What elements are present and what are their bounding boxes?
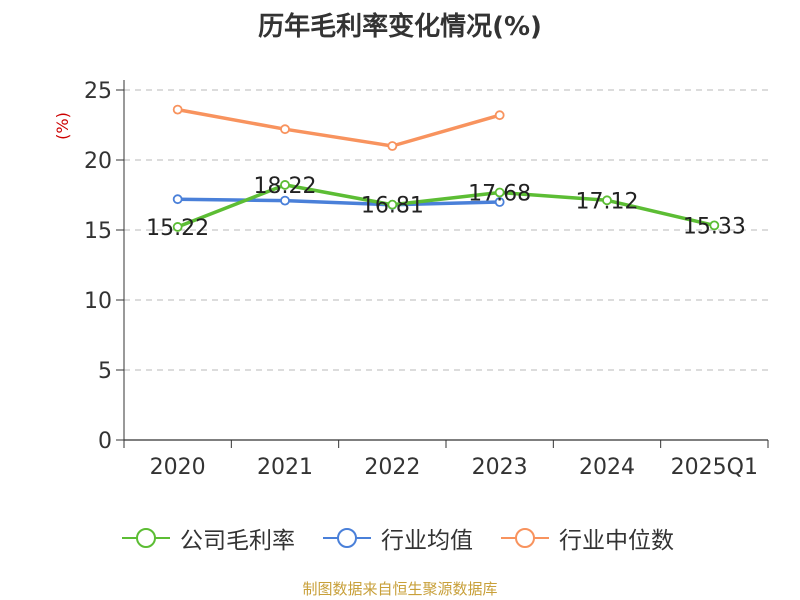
series-line-1 [177, 197, 500, 207]
legend-label: 公司毛利率 [180, 528, 295, 554]
data-points [172, 104, 720, 232]
legend-item-company-margin[interactable]: 公司毛利率 [122, 520, 295, 556]
data-label: 18.22 [254, 174, 317, 199]
data-point-1[interactable] [494, 197, 505, 207]
legend-item-industry-mean[interactable]: 行业均值 [323, 520, 473, 556]
legend-label: 行业中位数 [559, 528, 674, 554]
y-tick-label: 5 [98, 359, 112, 384]
data-point-2[interactable] [387, 141, 398, 151]
data-label: 17.12 [576, 189, 639, 214]
data-label: 17.68 [468, 181, 531, 206]
data-point-0[interactable] [494, 187, 505, 198]
axes: 0 5 10 15 20 25 2020 2021 2022 2023 2024 2025Q1 (%) [53, 79, 769, 480]
data-point-1[interactable] [172, 194, 183, 205]
data-point-0[interactable] [172, 222, 183, 232]
data-point-2[interactable] [280, 124, 290, 135]
series-lines [177, 107, 715, 229]
x-tick-label: 2025Q1 [671, 455, 758, 480]
grid-lines [124, 89, 768, 371]
chart-title: 历年毛利率变化情况(%) [258, 12, 542, 42]
data-label: 15.33 [683, 214, 746, 239]
data-point-2[interactable] [172, 104, 183, 115]
data-point-0[interactable] [709, 220, 720, 231]
legend-label: 行业均值 [381, 528, 473, 554]
data-point-0[interactable] [280, 180, 290, 190]
y-tick-label: 25 [84, 79, 112, 104]
y-tick-label: 10 [84, 289, 112, 314]
y-tick-label: 20 [84, 149, 112, 174]
legend-marker-icon [501, 528, 549, 548]
data-source-note: 制图数据来自恒生聚源数据库 [302, 580, 498, 598]
x-tick-label: 2024 [579, 455, 635, 480]
x-tick-label: 2020 [150, 455, 206, 480]
data-labels: 15.22 18.22 16.81 17.68 17.12 15.33 [146, 174, 746, 241]
data-point-1[interactable] [280, 195, 290, 206]
series-line-0 [177, 183, 715, 229]
legend-item-industry-median[interactable]: 行业中位数 [501, 520, 674, 556]
x-tick-label: 2021 [257, 455, 313, 480]
legend-marker-icon [122, 528, 170, 548]
x-tick-label: 2023 [472, 455, 528, 480]
data-label: 16.81 [361, 194, 424, 219]
series-line-2 [177, 107, 501, 148]
y-tick-label: 15 [84, 219, 112, 244]
y-axis-label: (%) [53, 112, 72, 140]
data-point-0[interactable] [602, 195, 612, 206]
data-point-2[interactable] [494, 110, 505, 121]
legend: 公司毛利率 行业均值 行业中位数 [0, 520, 800, 556]
legend-marker-icon [323, 528, 371, 548]
data-label: 15.22 [146, 216, 209, 241]
data-point-0[interactable] [387, 199, 398, 210]
x-tick-label: 2022 [364, 455, 420, 480]
y-tick-label: 0 [98, 429, 112, 454]
